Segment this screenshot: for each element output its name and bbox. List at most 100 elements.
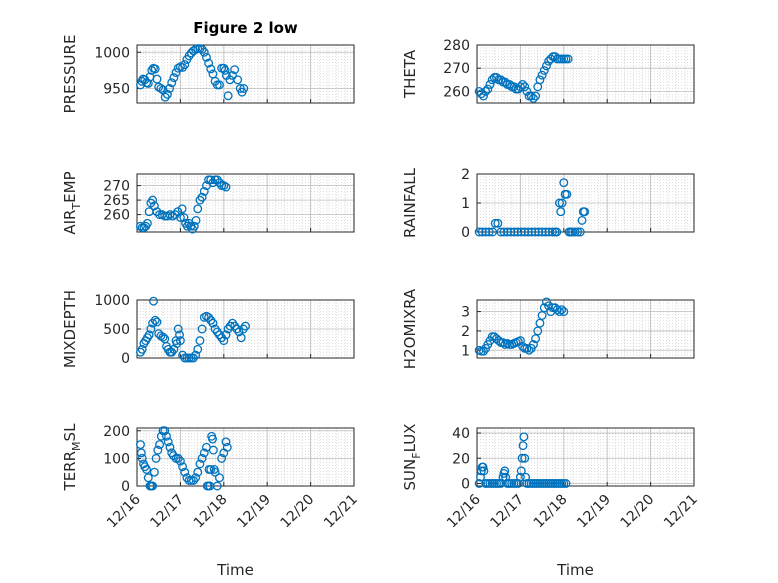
- y-tick-label: 260: [443, 84, 470, 100]
- y-tick-label: 1000: [94, 45, 130, 61]
- data-point: [219, 181, 229, 191]
- data-point: [162, 431, 171, 441]
- data-point: [162, 89, 172, 99]
- y-tick-label: 2: [461, 167, 470, 183]
- x-tick-label: 12/17: [147, 492, 187, 532]
- data-point: [136, 440, 145, 450]
- data-point: [506, 227, 516, 237]
- data-point: [500, 77, 510, 87]
- data-point: [146, 324, 156, 334]
- y-axis-label: AIRTEMP: [61, 171, 83, 234]
- data-point: [563, 54, 573, 64]
- data-point: [515, 82, 525, 92]
- data-point: [199, 47, 209, 57]
- data-point: [221, 437, 231, 447]
- data-point: [516, 227, 526, 237]
- data-point: [173, 63, 183, 73]
- data-point: [487, 75, 497, 85]
- x-tick-label: 12/18: [531, 492, 571, 532]
- data-point: [557, 198, 567, 208]
- data-point: [201, 52, 211, 62]
- data-point: [171, 68, 181, 77]
- data-point: [492, 73, 501, 82]
- data-point: [208, 318, 218, 328]
- y-tick-label: 20: [452, 451, 470, 467]
- data-point: [191, 350, 201, 360]
- data-point: [548, 227, 557, 237]
- data-point: [197, 192, 207, 202]
- x-tick-label: 12/21: [321, 492, 361, 532]
- data-point: [537, 227, 547, 237]
- data-point: [483, 84, 493, 94]
- data-point: [494, 336, 504, 346]
- data-point: [500, 466, 510, 476]
- data-point: [479, 91, 488, 101]
- data-point: [546, 54, 556, 64]
- data-point: [208, 434, 217, 444]
- axes-box: [136, 299, 355, 359]
- data-point: [206, 464, 216, 474]
- data-point: [478, 462, 488, 472]
- panel-1: 950 1000 PRESSURE Figure 2 low: [61, 19, 355, 113]
- data-point: [496, 479, 506, 488]
- y-tick-label: 260: [103, 208, 130, 224]
- data-point: [531, 91, 541, 101]
- data-point: [208, 445, 218, 455]
- data-point: [175, 336, 185, 346]
- data-point: [485, 79, 495, 89]
- axes-box: [136, 427, 355, 487]
- y-tick-label: 500: [103, 322, 130, 338]
- data-point: [535, 318, 545, 328]
- axes-box: [476, 427, 695, 487]
- x-tick-label: 12/19: [574, 492, 614, 532]
- data-point: [149, 296, 158, 306]
- data-point: [220, 65, 230, 75]
- data-point: [167, 78, 177, 88]
- data-point: [513, 227, 523, 237]
- panel-7: 0 100 200 TERRMSL 12/16 12/17 12/18 12/19 12/20 1…: [61, 423, 361, 579]
- data-point: [170, 210, 180, 220]
- data-point: [533, 326, 543, 336]
- data-point: [169, 451, 178, 461]
- data-point: [199, 448, 209, 458]
- y-tick-label: 0: [461, 476, 470, 492]
- y-tick-label: 0: [121, 479, 130, 495]
- data-point: [142, 464, 151, 474]
- data-point: [531, 334, 541, 344]
- data-point: [188, 476, 198, 485]
- data-point: [477, 227, 487, 237]
- data-point: [555, 307, 564, 317]
- data-point: [236, 333, 246, 343]
- data-point: [219, 336, 229, 346]
- data-point: [143, 473, 153, 483]
- data-point: [143, 78, 153, 88]
- data-point: [193, 204, 203, 214]
- axes-box: [136, 173, 355, 233]
- x-tick-label: 12/17: [487, 492, 527, 532]
- axes-box: [476, 44, 695, 104]
- data-point: [136, 448, 146, 458]
- data-point: [206, 64, 216, 74]
- axes-box: [136, 44, 355, 104]
- data-point: [526, 91, 536, 101]
- y-tick-label: 200: [103, 424, 130, 440]
- data-point: [519, 432, 529, 442]
- data-point: [520, 82, 530, 92]
- data-point: [537, 70, 547, 80]
- data-point: [541, 61, 551, 71]
- y-tick-label: 0: [461, 225, 470, 241]
- data-point: [191, 473, 201, 483]
- data-point: [189, 221, 199, 231]
- data-point: [148, 481, 158, 491]
- data-point: [152, 317, 162, 327]
- data-point: [509, 227, 519, 237]
- data-point: [180, 467, 190, 477]
- data-point: [151, 453, 161, 463]
- data-point: [517, 453, 527, 463]
- data-point: [561, 479, 571, 488]
- data-point: [193, 344, 203, 354]
- y-tick-label: 1: [461, 196, 470, 212]
- data-point: [520, 453, 530, 463]
